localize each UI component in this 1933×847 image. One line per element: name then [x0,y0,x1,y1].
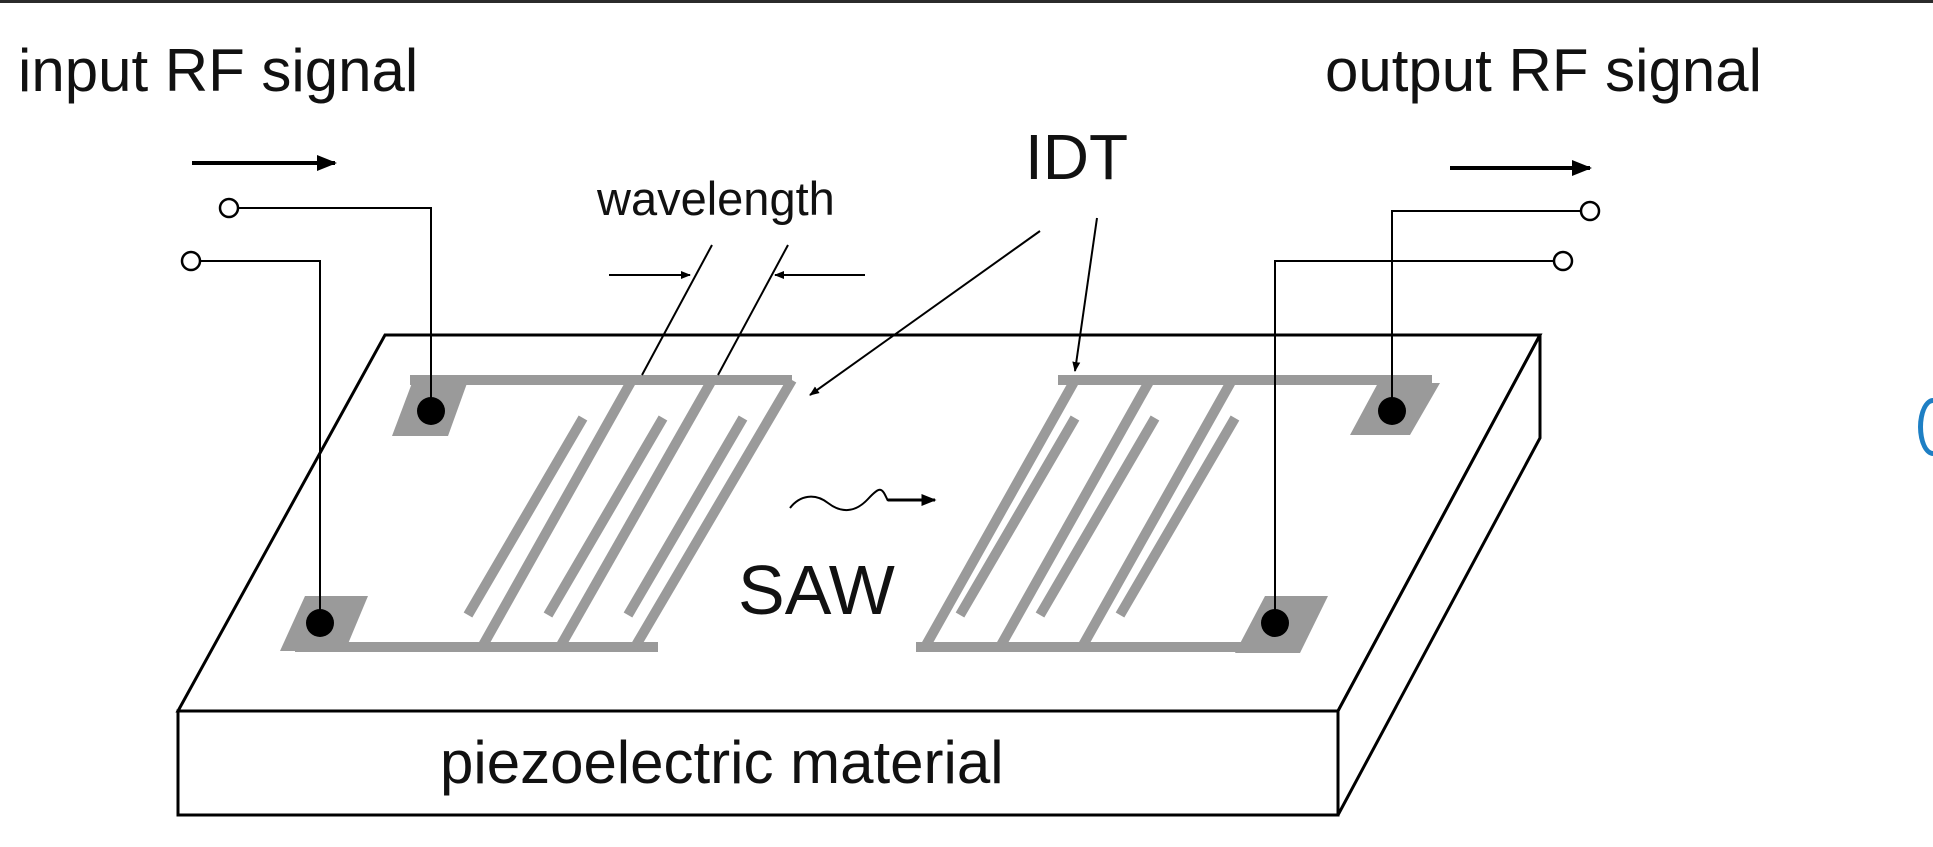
saw-wave-squiggle [789,488,889,511]
idt-left [280,375,797,652]
terminal-input-top [218,197,240,219]
wavelength-dimension [609,244,865,376]
finger-r5 [1035,415,1160,618]
output-wire-bottom [1274,260,1553,623]
substrate-top-face [175,333,1543,713]
saw-wave [789,488,937,511]
terminal-output-top [1579,200,1601,222]
contact-dot-top-left [417,397,445,425]
finger-r1 [920,377,1080,650]
wavelength-label: wavelength [597,172,835,225]
input-wire-bottom [199,260,321,623]
idt-label: IDT [1025,121,1129,193]
terminals [180,197,1601,272]
output-wire-top [1391,210,1580,411]
diagram-canvas [175,155,1601,817]
finger-l5 [543,415,668,618]
terminal-input-bottom [180,250,202,272]
finger-r6 [1115,415,1240,618]
contact-dot-bottom-left [306,609,334,637]
idt-pointer-right [1072,217,1098,372]
wavelength-leader-1 [641,244,713,376]
wavelength-leader-2 [717,244,789,376]
contact-dot-bottom-right [1261,609,1289,637]
idt-pointer-left [809,230,1041,396]
idt-pointers [809,217,1098,396]
finger-l2 [555,377,717,650]
finger-l1 [477,377,637,650]
wiring [199,207,1580,623]
output-rf-signal-label: output RF signal [1325,37,1762,104]
contact-dot-top-right [1378,397,1406,425]
saw-label: SAW [738,551,895,629]
input-rf-signal-label: input RF signal [18,37,419,104]
contact-dots [306,397,1406,637]
finger-r4 [955,415,1080,618]
finger-l4 [463,415,588,618]
terminal-output-bottom [1552,250,1574,272]
finger-l6 [623,415,748,618]
finger-r2 [995,377,1155,650]
finger-r3 [1077,377,1237,650]
finger-l3 [630,377,797,650]
input-wire-top [236,207,432,411]
idt-right [916,375,1440,653]
substrate-side-face [1336,334,1542,816]
substrate-label: piezoelectric material [440,729,1004,796]
